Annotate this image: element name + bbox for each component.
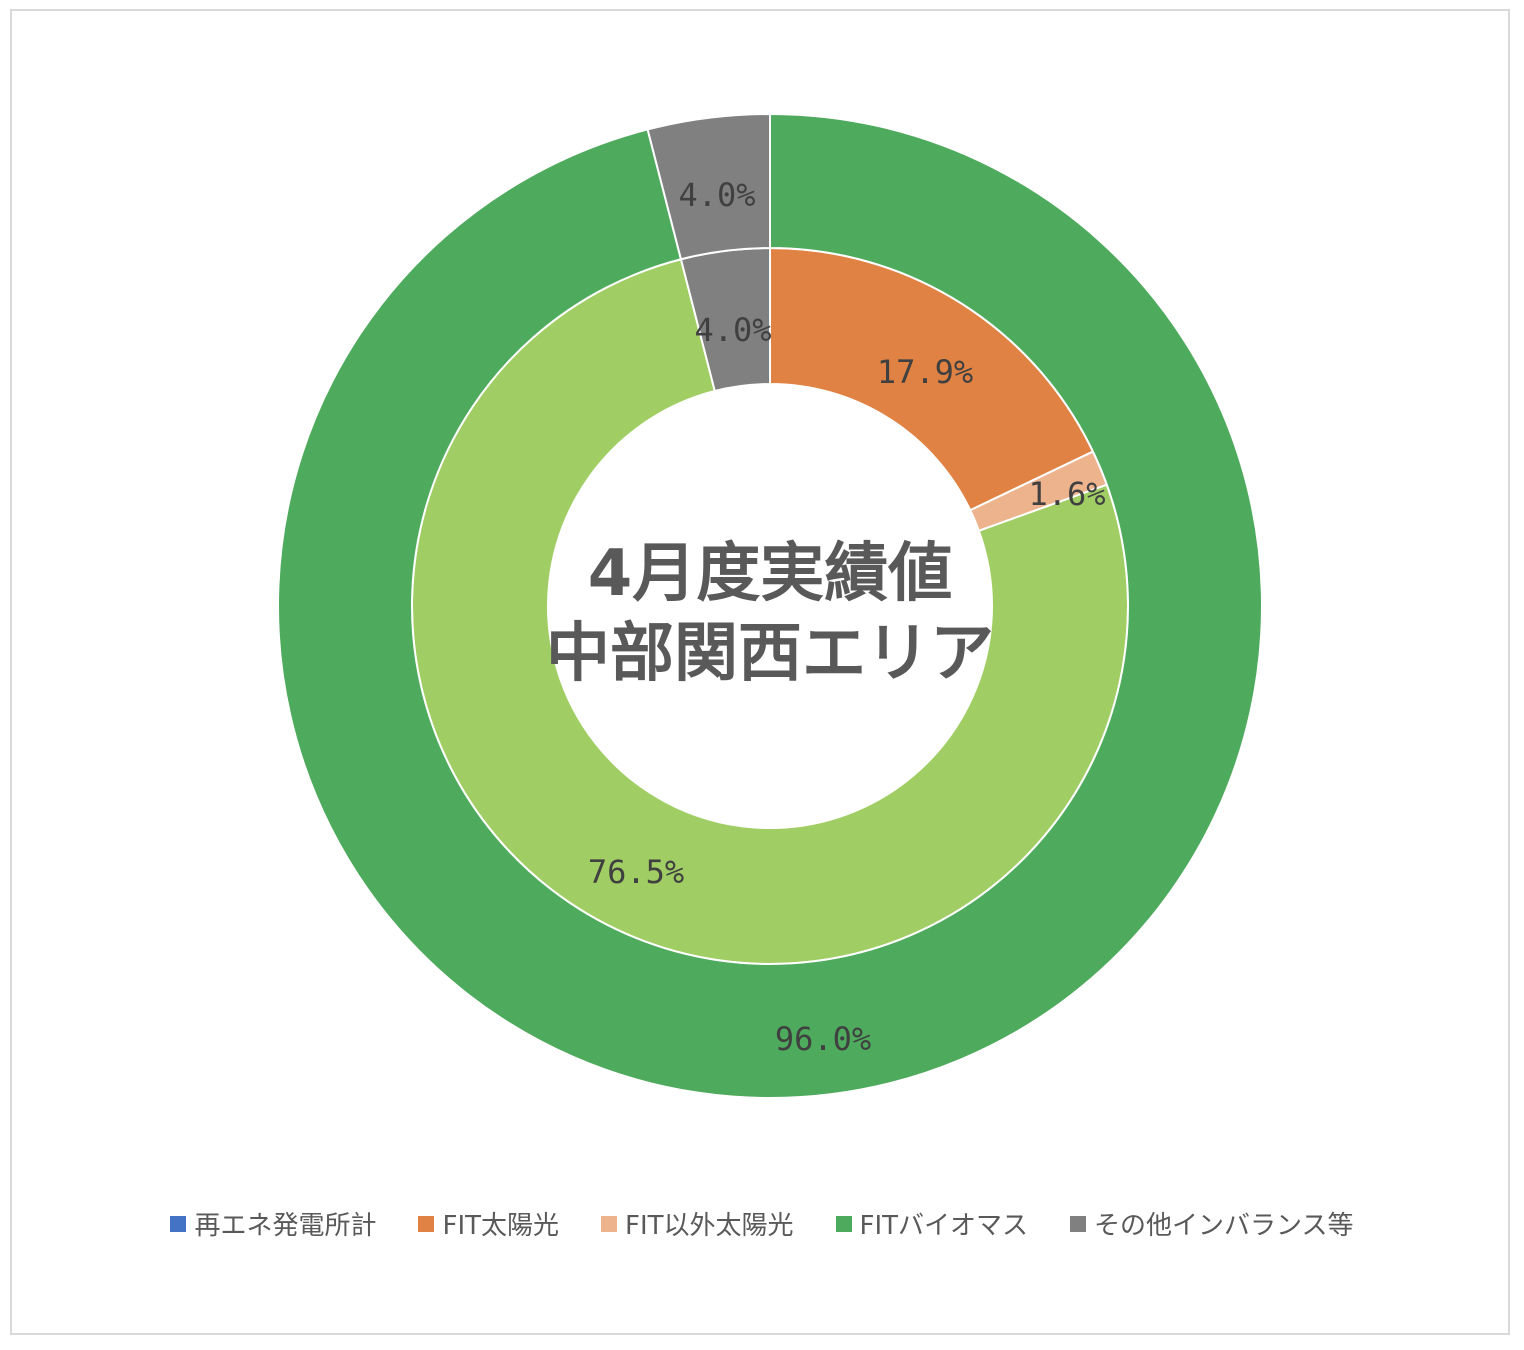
legend-swatch: [601, 1215, 617, 1232]
outer-slice-0: [277, 112, 1263, 1099]
inner-slice-label-3: 4.0%: [694, 311, 771, 349]
legend-item: FITバイオマス: [835, 1205, 1029, 1242]
legend: 再エネ発電所計 FIT太陽光 FIT以外太陽光 FITバイオマス その他インバランス等: [0, 1205, 1524, 1242]
center-subtitle: 中部関西エリア: [546, 617, 994, 691]
legend-swatch: [418, 1215, 435, 1232]
legend-item: その他インバランス等: [1070, 1205, 1354, 1242]
inner-ring: [411, 246, 1130, 965]
legend-swatch: [1070, 1215, 1087, 1232]
legend-label: FIT太陽光: [442, 1211, 559, 1241]
center-title: 4月度実績値: [588, 537, 953, 611]
legend-swatch: [170, 1215, 187, 1232]
legend-swatch: [835, 1215, 852, 1232]
legend-item: FIT太陽光: [418, 1205, 559, 1242]
inner-slice-label-1: 1.6%: [1028, 475, 1105, 513]
outer-slice-label-1: 4.0%: [678, 176, 755, 214]
outer-ring: [277, 112, 1263, 1099]
legend-label: FITバイオマス: [859, 1211, 1029, 1241]
outer-slice-label-0: 96.0%: [775, 1020, 871, 1058]
legend-label: FIT以外太陽光: [625, 1211, 794, 1241]
inner-slice-label-2: 76.5%: [588, 853, 684, 891]
data-labels: 17.9% 1.6% 76.5% 4.0% 96.0% 4.0%: [588, 176, 1106, 1058]
legend-item: FIT以外太陽光: [601, 1205, 794, 1242]
legend-item: 再エネ発電所計: [170, 1205, 376, 1242]
outer-slice-1: [646, 112, 771, 261]
inner-slice-label-0: 17.9%: [877, 353, 973, 391]
legend-label: 再エネ発電所計: [194, 1211, 377, 1241]
legend-label: その他インバランス等: [1094, 1211, 1354, 1241]
